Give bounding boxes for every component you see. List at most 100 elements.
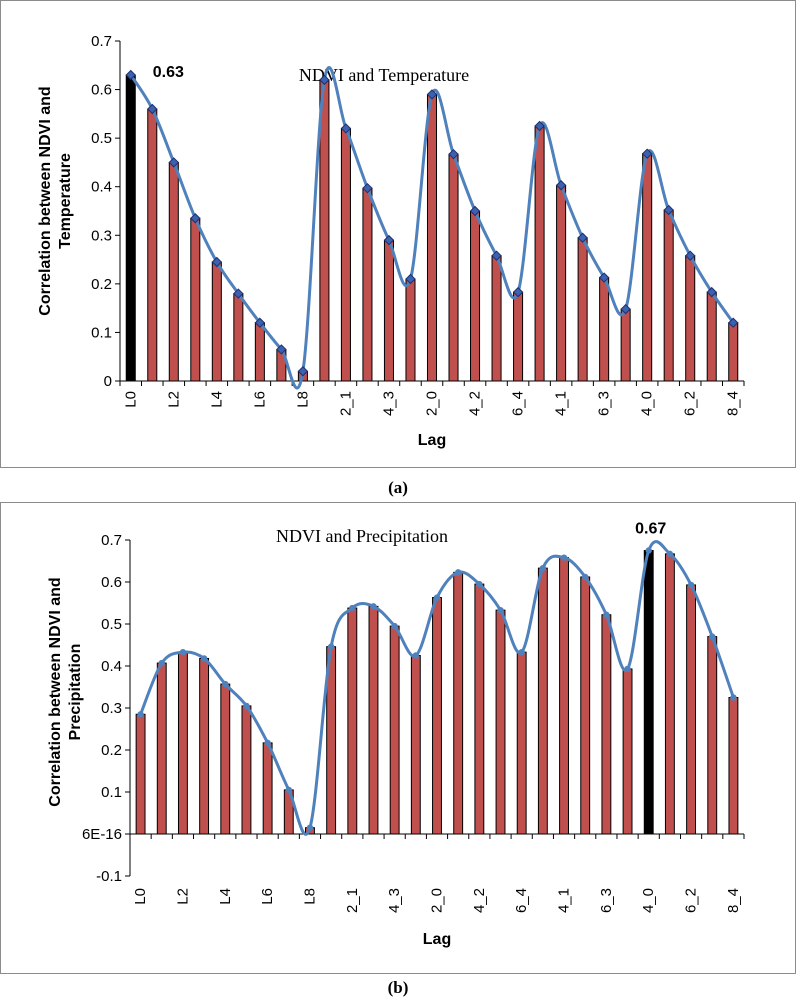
y-tick-label: 0.1 (91, 324, 112, 341)
data-point (362, 182, 373, 194)
y-axis-title: Precipitation (67, 644, 84, 741)
bar (211, 261, 222, 382)
bar (347, 607, 358, 835)
data-point (448, 148, 459, 160)
bar (448, 153, 459, 382)
x-tick-label: 4_1 (553, 391, 570, 416)
data-point (582, 573, 589, 581)
bar (534, 125, 545, 382)
data-point (454, 569, 462, 576)
bar-highlight (643, 550, 654, 835)
bar (362, 187, 373, 382)
x-tick-label: L4 (208, 391, 225, 408)
data-point (412, 652, 420, 659)
bar (580, 576, 591, 835)
bar (495, 609, 506, 835)
x-tick-label: 6_3 (598, 888, 615, 913)
bar (135, 713, 146, 835)
data-point (497, 606, 504, 614)
x-tick-label: 4_0 (639, 391, 656, 416)
chart-panel-precipitation: NDVI and Precipitation -0.1 6E-16 0.1 0.2 0.3… (0, 502, 796, 974)
bar (474, 583, 485, 835)
x-tick-label: 8_4 (725, 888, 742, 913)
x-tick-label: 6_3 (596, 391, 613, 416)
y-axis-title: Correlation between NDVI and (47, 577, 64, 806)
caption-b: (b) (387, 978, 409, 997)
bar (426, 93, 438, 382)
data-point (190, 213, 201, 224)
x-tick-label: 4_0 (640, 888, 657, 913)
chart-temperature: NDVI and Temperature 0 0.1 0.2 0.3 0.4 0.5 0.6 0… (37, 33, 745, 449)
data-point (555, 180, 567, 191)
bar (491, 255, 502, 382)
bar (664, 553, 675, 835)
data-point (306, 824, 314, 831)
y-axis-title: Temperature (57, 153, 74, 249)
data-point (476, 580, 483, 588)
chart-panel-temperature: NDVI and Temperature 0 0.1 0.2 0.3 0.4 0.5 0.6 0… (0, 0, 796, 470)
data-point (512, 286, 524, 298)
data-point (125, 69, 136, 81)
data-point (147, 103, 158, 115)
bar (513, 291, 524, 382)
data-point (168, 157, 180, 168)
y-tick-label: 0.5 (91, 130, 112, 147)
y-tick-label: 0.7 (101, 532, 122, 549)
bar (599, 277, 610, 382)
bar (190, 217, 201, 382)
bar (728, 322, 739, 382)
data-point (620, 303, 631, 315)
x-tick-label: L6 (259, 888, 276, 905)
bar (577, 237, 588, 382)
bar (410, 655, 421, 835)
bar (537, 567, 548, 835)
bar (199, 657, 210, 835)
bar (368, 605, 379, 835)
bar (383, 239, 394, 382)
x-axis-title: Lag (418, 432, 446, 449)
bar (601, 614, 612, 835)
data-point (560, 554, 568, 561)
x-tick-label: L0 (122, 391, 139, 408)
chart-title: NDVI and Temperature (299, 65, 469, 85)
data-point (645, 547, 652, 554)
data-point (370, 603, 377, 610)
data-point (687, 581, 695, 589)
y-tick-label: -0.1 (96, 868, 122, 885)
data-point (684, 250, 696, 261)
data-point (706, 286, 717, 298)
bar (470, 210, 481, 382)
bar (559, 557, 569, 835)
y-tick-label: 0.3 (101, 700, 122, 717)
data-point (200, 655, 208, 662)
data-point (264, 739, 271, 747)
y-tick-label: 0.4 (101, 658, 122, 675)
data-point (577, 232, 588, 243)
bar (556, 184, 567, 382)
data-point (137, 711, 144, 718)
x-tick-label: 6_4 (510, 391, 527, 416)
data-point (340, 123, 352, 134)
bar (241, 705, 252, 835)
data-point (276, 344, 287, 355)
highlight-annotation: 0.63 (153, 64, 184, 81)
data-point (158, 659, 165, 667)
bar (622, 668, 633, 835)
y-tick-label: 0.2 (91, 276, 112, 293)
x-tick-label: 4_1 (556, 888, 573, 913)
x-tick-label: 6_2 (682, 391, 699, 416)
x-tick-label: 6_4 (513, 888, 530, 913)
x-tick-label: 4_3 (380, 391, 397, 416)
bar (340, 127, 351, 382)
x-tick-label: 2_1 (344, 888, 361, 913)
data-point (491, 250, 502, 261)
bar (262, 742, 273, 835)
x-tick-label: 4_3 (386, 888, 403, 913)
x-tick-label: L8 (301, 888, 318, 905)
x-tick-label: L2 (165, 391, 182, 408)
data-point (211, 256, 223, 268)
data-point (243, 702, 250, 710)
bar (685, 255, 696, 382)
data-point (709, 633, 716, 640)
y-axis-title: Correlation between NDVI and (37, 86, 54, 315)
